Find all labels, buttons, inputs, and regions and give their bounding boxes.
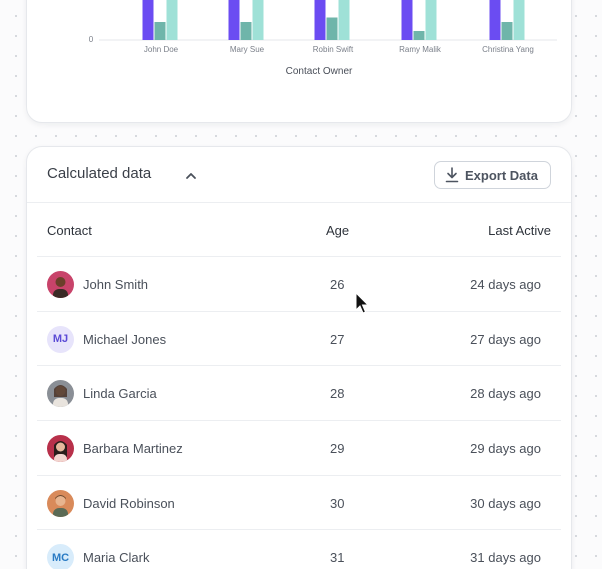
bar-ramy-malik-series-2[interactable] bbox=[413, 31, 425, 40]
avatar bbox=[47, 435, 74, 463]
avatar: MC bbox=[47, 544, 74, 569]
card-title: Calculated data bbox=[47, 165, 152, 182]
card-header: Calculated data Export Data bbox=[27, 147, 571, 203]
bar-robin-swift-series-2[interactable] bbox=[326, 17, 338, 41]
bar-group bbox=[142, 0, 525, 41]
contact-age: 29 bbox=[330, 441, 345, 457]
contact-age: 31 bbox=[330, 550, 345, 566]
contact-last-active: 28 days ago bbox=[470, 386, 541, 402]
table-row[interactable]: John Smith 26 24 days ago bbox=[37, 257, 561, 312]
contact-age: 27 bbox=[330, 331, 345, 347]
bar-chart: 0 John Doe Mary Sue Robin Swift Ramy Malik C… bbox=[89, 0, 557, 77]
chart-card: 0 John Doe Mary Sue Robin Swift Ramy Malik C… bbox=[26, 0, 572, 123]
contact-name: David Robinson bbox=[83, 495, 175, 511]
column-header-age[interactable]: Age bbox=[326, 223, 350, 238]
x-tick-label: Christina Yang bbox=[482, 45, 534, 54]
column-header-contact[interactable]: Contact bbox=[47, 223, 92, 238]
export-data-label: Export Data bbox=[465, 167, 538, 183]
column-header-last-active[interactable]: Last Active bbox=[488, 223, 551, 238]
bar-mary-sue-series-3[interactable] bbox=[252, 0, 264, 40]
chevron-up-icon[interactable] bbox=[184, 169, 198, 183]
bar-christina-yang-series-2[interactable] bbox=[501, 22, 513, 40]
avatar: MJ bbox=[47, 325, 74, 353]
contact-last-active: 27 days ago bbox=[470, 331, 541, 347]
contact-name: John Smith bbox=[83, 277, 149, 292]
table-header: Contact Age Last Active bbox=[37, 203, 561, 257]
mouse-cursor-icon bbox=[355, 292, 370, 314]
table-row[interactable]: David Robinson 30 30 days ago bbox=[37, 476, 561, 531]
bar-robin-swift-series-1[interactable] bbox=[314, 0, 326, 40]
x-axis-title: Contact Owner bbox=[286, 66, 353, 77]
table-body: John Smith 26 24 days ago MJ Michael Jon… bbox=[37, 257, 561, 569]
x-tick-label: Ramy Malik bbox=[399, 45, 442, 54]
bar-john-doe-series-1[interactable] bbox=[142, 0, 154, 40]
bar-robin-swift-series-3[interactable] bbox=[338, 0, 350, 40]
bar-john-doe-series-2[interactable] bbox=[154, 22, 166, 40]
x-tick-label: John Doe bbox=[144, 45, 179, 54]
table-row[interactable]: Barbara Martinez 29 29 days ago bbox=[37, 421, 561, 476]
avatar bbox=[47, 380, 74, 408]
contact-name: Linda Garcia bbox=[83, 386, 157, 402]
contact-age: 26 bbox=[330, 277, 345, 292]
contact-last-active: 24 days ago bbox=[470, 277, 541, 292]
download-icon bbox=[445, 167, 459, 183]
table-row[interactable]: MJ Michael Jones 27 27 days ago bbox=[37, 312, 561, 367]
contact-last-active: 30 days ago bbox=[470, 495, 541, 511]
export-data-button[interactable]: Export Data bbox=[434, 161, 551, 189]
bar-christina-yang-series-3[interactable] bbox=[513, 0, 525, 40]
contact-name: Michael Jones bbox=[83, 331, 167, 347]
y-tick-label-0: 0 bbox=[89, 35, 94, 44]
avatar bbox=[47, 489, 74, 517]
contact-age: 28 bbox=[330, 386, 345, 402]
x-tick-label: Robin Swift bbox=[313, 45, 354, 54]
bar-mary-sue-series-1[interactable] bbox=[228, 0, 240, 40]
contact-name: Barbara Martinez bbox=[83, 441, 183, 457]
contact-age: 30 bbox=[330, 495, 345, 511]
bar-mary-sue-series-2[interactable] bbox=[240, 22, 252, 40]
contact-name: Maria Clark bbox=[83, 550, 150, 566]
calculated-data-card: Calculated data Export Data Contact Age … bbox=[26, 146, 572, 569]
avatar bbox=[47, 271, 74, 298]
bar-john-doe-series-3[interactable] bbox=[166, 0, 178, 40]
x-tick-labels: John Doe Mary Sue Robin Swift Ramy Malik Chr… bbox=[144, 45, 534, 54]
x-tick-label: Mary Sue bbox=[230, 45, 265, 54]
bar-christina-yang-series-1[interactable] bbox=[489, 0, 501, 40]
table-row[interactable]: MC Maria Clark 31 31 days ago bbox=[37, 530, 561, 569]
bar-ramy-malik-series-1[interactable] bbox=[401, 0, 413, 40]
contact-last-active: 31 days ago bbox=[470, 550, 541, 566]
contact-last-active: 29 days ago bbox=[470, 441, 541, 457]
bar-ramy-malik-series-3[interactable] bbox=[425, 0, 437, 40]
table-row[interactable]: Linda Garcia 28 28 days ago bbox=[37, 366, 561, 422]
